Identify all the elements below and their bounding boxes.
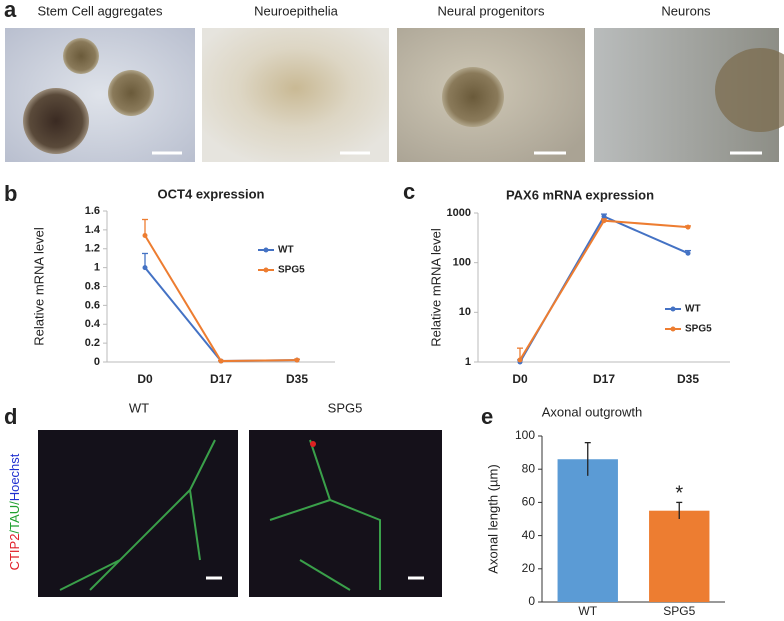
panel-label: a: [4, 0, 17, 22]
y-axis-label: Relative mRNA level: [428, 228, 443, 347]
image: [38, 430, 238, 597]
x-tick-label: D35: [677, 372, 699, 386]
image-detail: [108, 70, 154, 116]
legend-label: WT: [685, 304, 701, 315]
y-tick-label: 1.6: [85, 205, 100, 217]
legend-marker: [670, 326, 676, 332]
y-tick-label: 1: [465, 356, 471, 368]
image-caption: SPG5: [328, 400, 363, 415]
image-caption: Stem Cell aggregates: [37, 3, 163, 18]
image-caption: Neuroepithelia: [254, 3, 339, 18]
y-tick-label: 20: [522, 561, 536, 575]
y-tick-label: 1: [94, 262, 100, 274]
y-tick-label: 0.4: [85, 318, 101, 330]
y-axis-label: Axonal length (µm): [485, 464, 500, 573]
x-tick-label: WT: [578, 604, 597, 618]
x-tick-label: SPG5: [663, 604, 695, 618]
y-tick-label: 0.2: [85, 337, 100, 349]
image-caption: Neurons: [661, 3, 711, 18]
significance-marker: *: [675, 483, 683, 505]
y-tick-label: 40: [522, 528, 536, 542]
bar: [557, 459, 618, 602]
stain-label-part: CTIP2: [7, 534, 22, 571]
series-line: [144, 266, 298, 363]
fluorescence-images: [38, 430, 442, 597]
image-detail: [310, 441, 316, 447]
y-tick-label: 0.8: [85, 280, 100, 292]
image-detail: [442, 67, 504, 127]
legend-marker: [263, 247, 269, 253]
legend-marker: [263, 267, 269, 273]
chart-title: OCT4 expression: [158, 186, 265, 201]
image-caption: WT: [129, 400, 149, 415]
image: [249, 430, 442, 597]
x-tick-label: D0: [137, 372, 153, 386]
legend-label: SPG5: [685, 324, 712, 335]
y-tick-label: 0: [94, 356, 100, 368]
panel-label: c: [403, 179, 415, 204]
image-caption: Neural progenitors: [438, 3, 545, 18]
legend-label: WT: [278, 245, 294, 256]
chart-title: Axonal outgrowth: [542, 404, 642, 419]
y-tick-label: 10: [459, 306, 471, 318]
y-tick-label: 0: [528, 594, 535, 608]
y-tick-label: 1.4: [85, 224, 101, 236]
microscopy-images: [5, 28, 784, 162]
image-detail: [715, 48, 784, 132]
image: [202, 28, 389, 162]
chart-title: PAX6 mRNA expression: [506, 187, 654, 202]
y-tick-label: 80: [522, 461, 536, 475]
image-detail: [59, 439, 216, 591]
legend-label: SPG5: [278, 265, 305, 276]
y-axis-label: Relative mRNA level: [31, 227, 46, 346]
series-line: [144, 235, 298, 363]
image-detail: [63, 38, 99, 74]
y-tick-label: 1000: [447, 207, 471, 219]
y-tick-label: 100: [453, 257, 471, 269]
y-tick-label: 100: [515, 428, 535, 442]
x-tick-label: D17: [210, 372, 232, 386]
legend-marker: [670, 306, 676, 312]
image-detail: [269, 439, 381, 591]
y-tick-label: 0.6: [85, 299, 100, 311]
bar: [649, 510, 710, 602]
y-tick-label: 60: [522, 495, 536, 509]
panel-label: d: [4, 404, 17, 429]
panel-label: e: [481, 404, 493, 429]
series-line: [519, 215, 689, 363]
stain-label: CTIP2/TAU/Hoechst: [7, 453, 22, 570]
stain-label-part: Hoechst: [7, 453, 22, 501]
x-tick-label: D17: [593, 372, 615, 386]
stain-label-part: /TAU/: [7, 501, 22, 534]
x-tick-label: D35: [286, 372, 308, 386]
panel-label: b: [4, 181, 17, 206]
image-detail: [23, 88, 89, 154]
x-tick-label: D0: [512, 372, 528, 386]
y-tick-label: 1.2: [85, 243, 100, 255]
